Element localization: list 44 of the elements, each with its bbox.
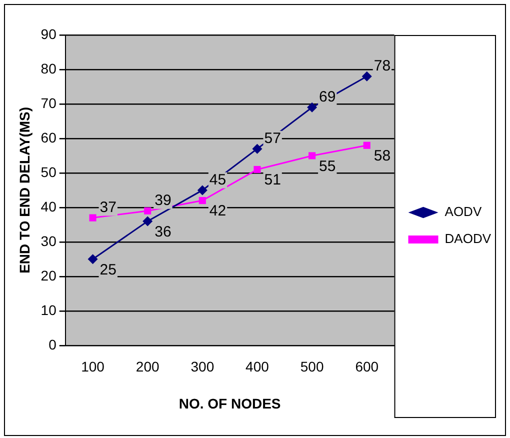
- legend-label: AODV: [444, 204, 482, 220]
- x-tick-label: 300: [190, 358, 214, 375]
- y-axis-title: END TO END DELAY(MS): [16, 106, 32, 274]
- data-label: 78: [374, 58, 391, 75]
- data-label: 57: [264, 130, 281, 147]
- x-axis-title: NO. OF NODES: [178, 395, 281, 412]
- y-tick-label: 70: [40, 94, 57, 111]
- point: [307, 102, 318, 112]
- y-tick-label: 50: [40, 164, 57, 180]
- point: [308, 152, 316, 160]
- data-label: 45: [209, 171, 226, 188]
- point: [198, 197, 206, 204]
- x-tick-label: 200: [136, 358, 160, 375]
- x-tick-label: 100: [81, 358, 105, 375]
- legend-label: DAODV: [444, 231, 492, 246]
- y-tick-label: 40: [40, 198, 57, 214]
- point: [254, 166, 261, 174]
- data-label: 36: [154, 223, 172, 240]
- data-label: 25: [100, 261, 116, 278]
- y-tick-label: 0: [48, 336, 57, 352]
- y-tick-label: 20: [40, 267, 57, 284]
- x-tick-label: 600: [355, 358, 379, 375]
- point: [142, 216, 153, 226]
- y-tick-label: 80: [40, 60, 57, 76]
- x-tick-label: 500: [300, 358, 324, 375]
- y-tick-label: 60: [40, 129, 57, 146]
- x-tick-label: 400: [246, 358, 270, 375]
- data-label: 39: [154, 192, 172, 210]
- point: [252, 144, 262, 154]
- point: [197, 185, 208, 196]
- point: [144, 207, 152, 214]
- point: [89, 214, 96, 222]
- data-label: 42: [209, 202, 226, 220]
- data-label: 51: [264, 172, 281, 189]
- y-tick-label: 10: [40, 302, 57, 318]
- y-tick-label: 30: [40, 232, 57, 249]
- data-label: 58: [374, 148, 391, 165]
- data-label: 55: [319, 158, 336, 175]
- point: [88, 254, 98, 264]
- data-label: 69: [319, 88, 336, 106]
- point: [362, 71, 372, 82]
- data-label: 37: [100, 198, 116, 216]
- y-tick-label: 90: [40, 26, 57, 42]
- point: [363, 142, 370, 149]
